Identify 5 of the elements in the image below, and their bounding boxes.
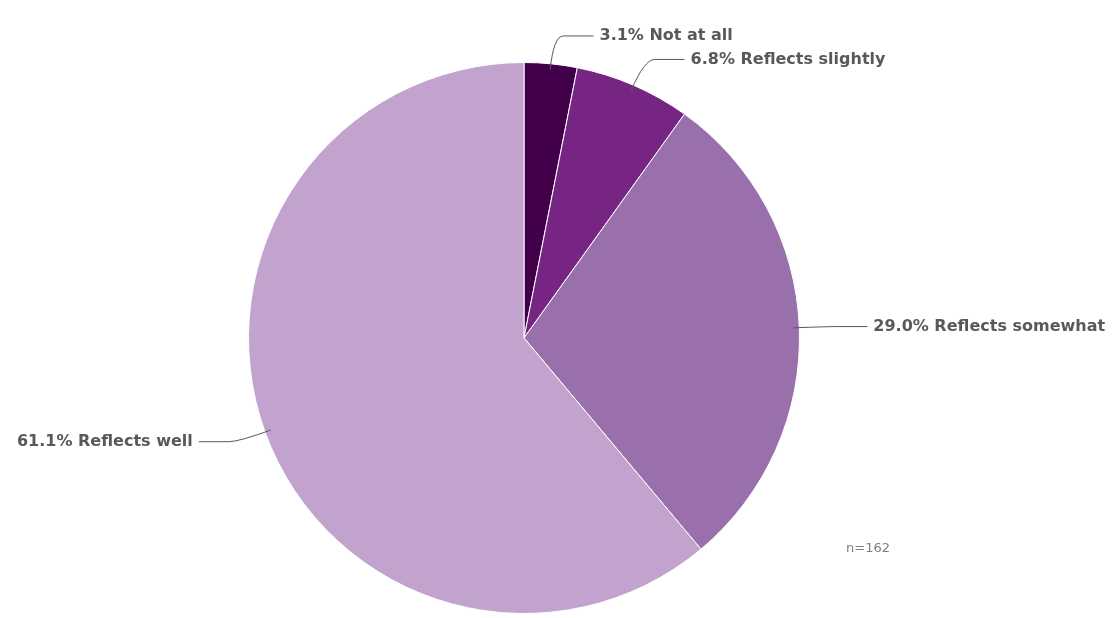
slice-label: 6.8% Reflects slightly [690,48,887,68]
slice-label: 3.1% Not at all [599,25,733,45]
slice-label: 29.0% Reflects somewhat [873,315,1106,335]
text: n=162 [846,540,890,555]
slice-label: 61.1% Reflects well [16,430,193,450]
